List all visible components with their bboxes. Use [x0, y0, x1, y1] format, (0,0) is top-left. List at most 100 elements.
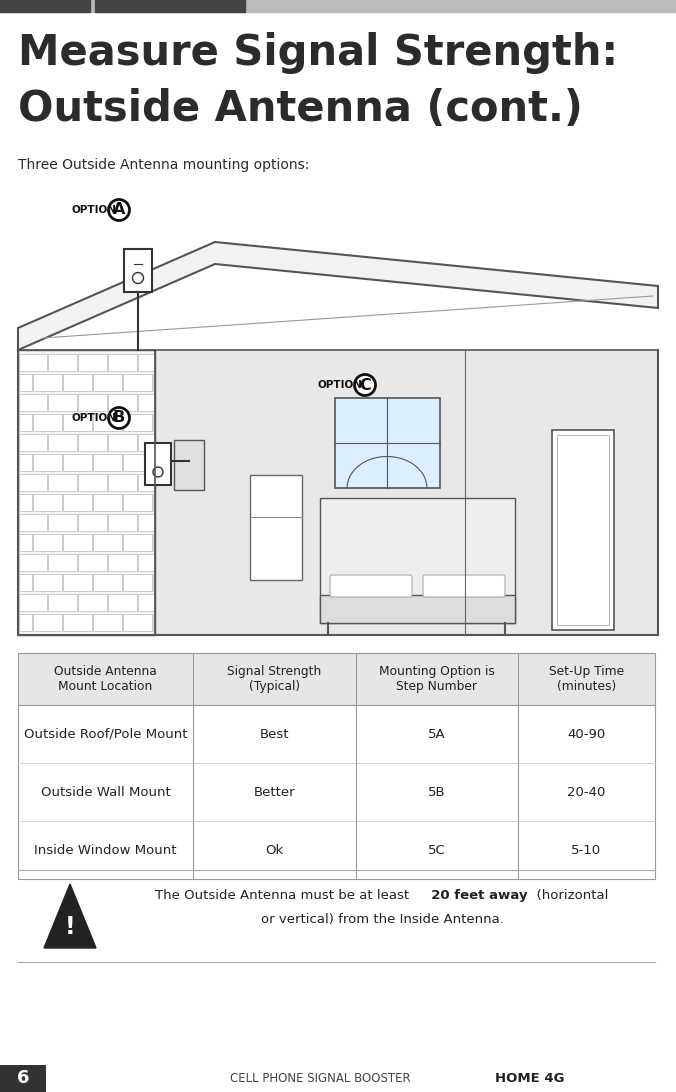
- Bar: [78, 554, 107, 571]
- Bar: [320, 498, 515, 624]
- Bar: [108, 594, 137, 612]
- Bar: [19, 474, 47, 491]
- Bar: [138, 434, 154, 451]
- Bar: [19, 454, 32, 471]
- Bar: [48, 514, 77, 531]
- Text: Mounting Option is
Step Number: Mounting Option is Step Number: [379, 665, 495, 693]
- Bar: [138, 394, 154, 411]
- Bar: [33, 534, 62, 551]
- Text: or vertical) from the Inside Antenna.: or vertical) from the Inside Antenna.: [260, 914, 504, 926]
- Bar: [320, 595, 515, 624]
- Bar: [552, 430, 614, 630]
- Bar: [33, 574, 62, 591]
- Bar: [93, 373, 122, 391]
- Bar: [18, 351, 155, 636]
- Bar: [155, 351, 658, 636]
- Bar: [123, 414, 152, 431]
- Bar: [124, 249, 152, 292]
- Bar: [93, 494, 122, 511]
- Bar: [19, 514, 47, 531]
- FancyBboxPatch shape: [330, 575, 412, 597]
- Text: Outside Antenna (cont.): Outside Antenna (cont.): [18, 88, 583, 130]
- Text: A: A: [113, 202, 125, 217]
- Bar: [123, 574, 152, 591]
- Bar: [33, 454, 62, 471]
- Bar: [19, 554, 47, 571]
- Bar: [78, 514, 107, 531]
- Circle shape: [109, 200, 130, 221]
- Bar: [78, 594, 107, 612]
- Bar: [174, 440, 204, 490]
- Text: 5A: 5A: [428, 727, 445, 740]
- Bar: [250, 475, 302, 580]
- Bar: [123, 454, 152, 471]
- Bar: [138, 554, 154, 571]
- Bar: [153, 494, 154, 511]
- Bar: [18, 653, 655, 879]
- Bar: [123, 373, 152, 391]
- Bar: [63, 414, 92, 431]
- Bar: [19, 574, 32, 591]
- Bar: [153, 534, 154, 551]
- Bar: [108, 394, 137, 411]
- Text: Three Outside Antenna mounting options:: Three Outside Antenna mounting options:: [18, 158, 310, 173]
- Circle shape: [354, 375, 375, 395]
- Bar: [48, 434, 77, 451]
- Bar: [0, 0, 90, 12]
- Bar: [48, 554, 77, 571]
- Text: OPTION: OPTION: [318, 380, 363, 390]
- Bar: [153, 574, 154, 591]
- Bar: [19, 354, 47, 371]
- Bar: [78, 394, 107, 411]
- Bar: [335, 397, 440, 488]
- Bar: [48, 474, 77, 491]
- Bar: [138, 354, 154, 371]
- Bar: [93, 614, 122, 631]
- Bar: [108, 474, 137, 491]
- Bar: [123, 494, 152, 511]
- Bar: [138, 474, 154, 491]
- Bar: [33, 373, 62, 391]
- Bar: [19, 494, 32, 511]
- Bar: [18, 653, 655, 705]
- Bar: [123, 534, 152, 551]
- Text: OPTION: OPTION: [72, 205, 117, 215]
- Text: Set-Up Time
(minutes): Set-Up Time (minutes): [549, 665, 624, 693]
- Bar: [93, 534, 122, 551]
- Bar: [33, 494, 62, 511]
- Bar: [108, 354, 137, 371]
- Circle shape: [109, 407, 130, 428]
- Bar: [63, 614, 92, 631]
- Bar: [48, 394, 77, 411]
- Bar: [108, 554, 137, 571]
- Bar: [0, 1065, 46, 1092]
- Text: CELL PHONE SIGNAL BOOSTER: CELL PHONE SIGNAL BOOSTER: [230, 1071, 410, 1084]
- Bar: [48, 354, 77, 371]
- Bar: [93, 454, 122, 471]
- Bar: [63, 494, 92, 511]
- Bar: [63, 534, 92, 551]
- Bar: [145, 443, 171, 485]
- Bar: [78, 474, 107, 491]
- Bar: [63, 373, 92, 391]
- Text: Better: Better: [254, 785, 295, 798]
- Bar: [33, 614, 62, 631]
- Bar: [138, 514, 154, 531]
- Bar: [63, 574, 92, 591]
- Bar: [19, 594, 47, 612]
- Text: 5-10: 5-10: [571, 843, 602, 856]
- Text: 20-40: 20-40: [567, 785, 606, 798]
- Bar: [19, 614, 32, 631]
- Bar: [48, 594, 77, 612]
- Bar: [153, 454, 154, 471]
- Text: The Outside Antenna must be at least                              (horizontal: The Outside Antenna must be at least (ho…: [155, 889, 608, 902]
- Bar: [93, 414, 122, 431]
- Circle shape: [132, 273, 143, 284]
- Bar: [93, 574, 122, 591]
- Text: Signal Strength
(Typical): Signal Strength (Typical): [227, 665, 322, 693]
- Polygon shape: [18, 242, 658, 351]
- Text: HOME 4G: HOME 4G: [496, 1071, 564, 1084]
- Text: Best: Best: [260, 727, 289, 740]
- Text: Outside Antenna
Mount Location: Outside Antenna Mount Location: [54, 665, 157, 693]
- Bar: [123, 614, 152, 631]
